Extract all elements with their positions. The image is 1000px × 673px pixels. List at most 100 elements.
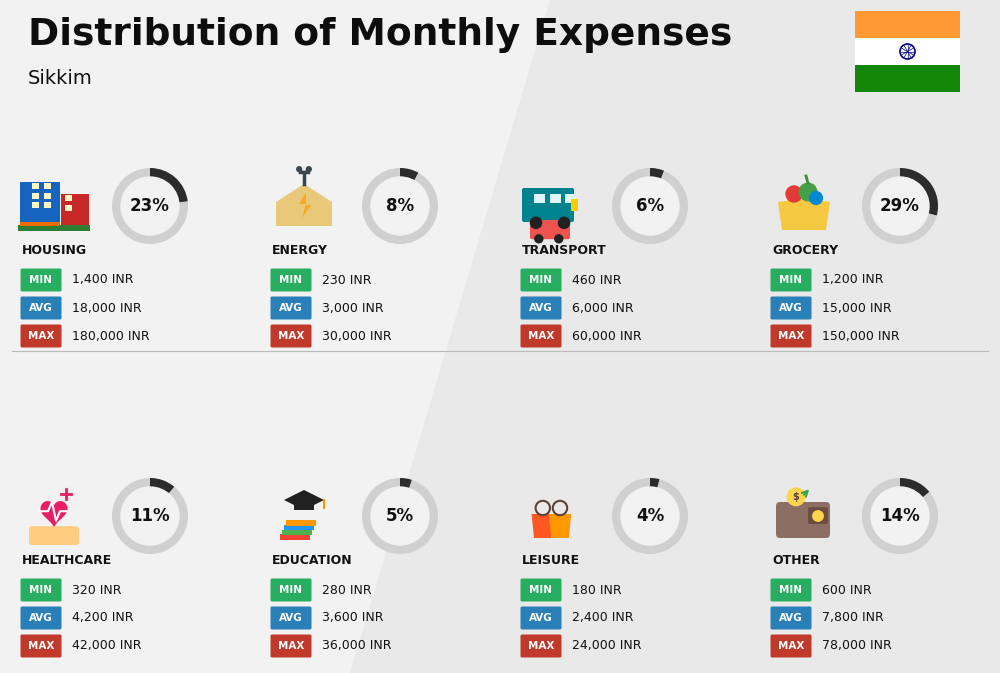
Circle shape — [297, 167, 302, 172]
Text: 30,000 INR: 30,000 INR — [322, 330, 392, 343]
Text: MAX: MAX — [778, 641, 804, 651]
FancyBboxPatch shape — [770, 579, 812, 602]
Text: 6,000 INR: 6,000 INR — [572, 302, 634, 314]
FancyBboxPatch shape — [20, 635, 62, 658]
Circle shape — [535, 235, 543, 243]
Text: MAX: MAX — [778, 331, 804, 341]
Text: 150,000 INR: 150,000 INR — [822, 330, 900, 343]
Text: MIN: MIN — [280, 585, 302, 595]
Wedge shape — [400, 168, 418, 180]
FancyBboxPatch shape — [18, 225, 90, 231]
Circle shape — [121, 487, 179, 545]
Text: 320 INR: 320 INR — [72, 583, 122, 596]
Text: 18,000 INR: 18,000 INR — [72, 302, 142, 314]
Text: 600 INR: 600 INR — [822, 583, 872, 596]
Text: Sikkim: Sikkim — [28, 69, 93, 87]
Wedge shape — [112, 478, 188, 554]
Circle shape — [371, 487, 429, 545]
Text: AVG: AVG — [279, 613, 303, 623]
FancyBboxPatch shape — [270, 579, 312, 602]
Text: 180 INR: 180 INR — [572, 583, 622, 596]
Polygon shape — [778, 200, 830, 230]
Circle shape — [555, 235, 563, 243]
FancyBboxPatch shape — [284, 525, 314, 530]
Text: Distribution of Monthly Expenses: Distribution of Monthly Expenses — [28, 17, 732, 53]
Text: MAX: MAX — [28, 331, 54, 341]
FancyBboxPatch shape — [808, 507, 828, 524]
Circle shape — [306, 167, 311, 172]
FancyBboxPatch shape — [270, 606, 312, 629]
Wedge shape — [400, 478, 412, 489]
FancyBboxPatch shape — [270, 324, 312, 347]
FancyBboxPatch shape — [294, 505, 314, 510]
Text: $: $ — [793, 492, 799, 502]
FancyBboxPatch shape — [550, 194, 561, 203]
Text: MAX: MAX — [278, 331, 304, 341]
Circle shape — [558, 217, 570, 228]
Text: OTHER: OTHER — [772, 553, 820, 567]
Text: 8%: 8% — [386, 197, 414, 215]
Text: HEALTHCARE: HEALTHCARE — [22, 553, 112, 567]
Text: MIN: MIN — [530, 275, 552, 285]
Wedge shape — [150, 168, 188, 203]
Text: MAX: MAX — [528, 331, 554, 341]
FancyBboxPatch shape — [20, 579, 62, 602]
FancyBboxPatch shape — [286, 520, 316, 526]
Polygon shape — [276, 184, 332, 226]
Text: EDUCATION: EDUCATION — [272, 553, 353, 567]
Polygon shape — [549, 514, 571, 538]
FancyBboxPatch shape — [20, 606, 62, 629]
FancyBboxPatch shape — [65, 205, 72, 211]
FancyBboxPatch shape — [520, 606, 562, 629]
Text: AVG: AVG — [779, 613, 803, 623]
Text: LEISURE: LEISURE — [522, 553, 580, 567]
FancyBboxPatch shape — [770, 269, 812, 291]
FancyBboxPatch shape — [520, 269, 562, 291]
FancyBboxPatch shape — [32, 192, 39, 199]
Text: 3,000 INR: 3,000 INR — [322, 302, 384, 314]
Text: AVG: AVG — [29, 303, 53, 313]
Text: 6%: 6% — [636, 197, 664, 215]
Text: MIN: MIN — [280, 275, 302, 285]
Text: MIN: MIN — [30, 275, 52, 285]
FancyBboxPatch shape — [520, 635, 562, 658]
FancyBboxPatch shape — [770, 297, 812, 320]
Text: ENERGY: ENERGY — [272, 244, 328, 256]
FancyBboxPatch shape — [20, 269, 62, 291]
FancyBboxPatch shape — [855, 38, 960, 65]
Wedge shape — [900, 478, 929, 497]
Text: 1,200 INR: 1,200 INR — [822, 273, 884, 287]
Text: 11%: 11% — [130, 507, 170, 525]
Wedge shape — [150, 478, 174, 494]
FancyBboxPatch shape — [520, 579, 562, 602]
Text: 2,400 INR: 2,400 INR — [572, 612, 634, 625]
Text: 15,000 INR: 15,000 INR — [822, 302, 892, 314]
Circle shape — [371, 177, 429, 235]
FancyBboxPatch shape — [565, 194, 576, 203]
Polygon shape — [299, 192, 311, 218]
Text: 230 INR: 230 INR — [322, 273, 372, 287]
Circle shape — [871, 177, 929, 235]
Circle shape — [530, 217, 542, 228]
FancyBboxPatch shape — [522, 188, 574, 222]
Circle shape — [871, 487, 929, 545]
Polygon shape — [350, 0, 1000, 673]
FancyBboxPatch shape — [20, 324, 62, 347]
FancyBboxPatch shape — [61, 194, 89, 226]
Text: MIN: MIN — [30, 585, 52, 595]
FancyBboxPatch shape — [270, 635, 312, 658]
Polygon shape — [41, 502, 67, 527]
FancyBboxPatch shape — [20, 182, 60, 226]
Circle shape — [621, 487, 679, 545]
Circle shape — [621, 177, 679, 235]
Text: 23%: 23% — [130, 197, 170, 215]
Text: TRANSPORT: TRANSPORT — [522, 244, 607, 256]
FancyBboxPatch shape — [44, 203, 51, 209]
Text: HOUSING: HOUSING — [22, 244, 87, 256]
FancyBboxPatch shape — [534, 194, 545, 203]
Text: 24,000 INR: 24,000 INR — [572, 639, 642, 653]
Wedge shape — [612, 478, 688, 554]
Wedge shape — [612, 168, 688, 244]
Text: 36,000 INR: 36,000 INR — [322, 639, 392, 653]
FancyBboxPatch shape — [855, 11, 960, 38]
